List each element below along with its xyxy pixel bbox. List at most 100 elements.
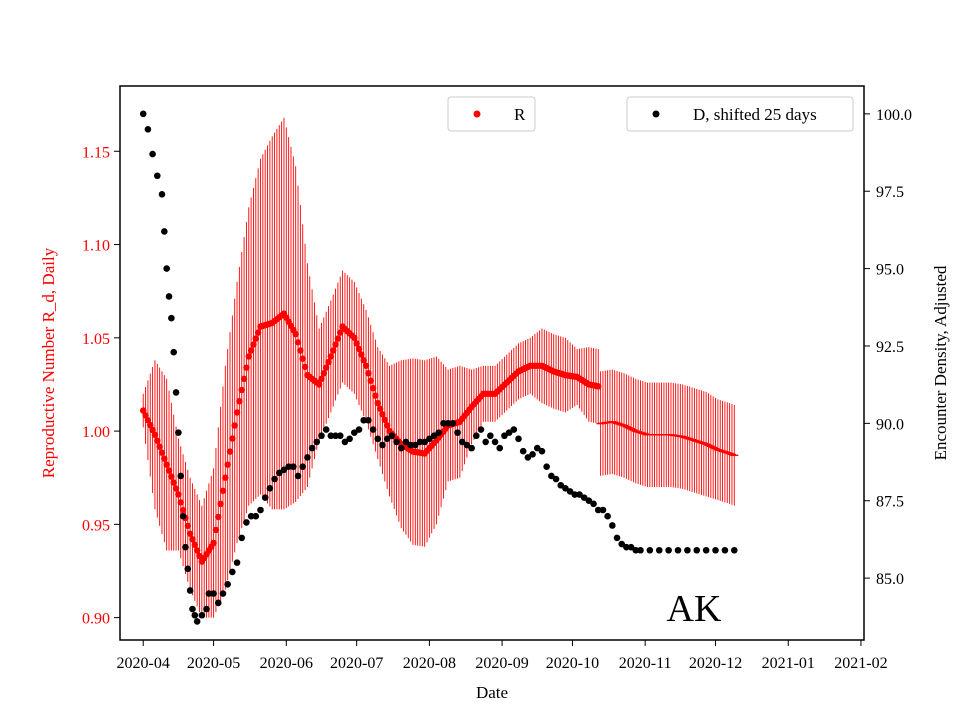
d-point: [233, 559, 241, 566]
d-point: [421, 438, 428, 446]
d-point: [594, 506, 602, 514]
r-point: [151, 431, 159, 439]
d-point: [205, 590, 213, 597]
r-point: [369, 384, 377, 392]
legend-d: D, shifted 25 days: [626, 96, 854, 132]
d-point: [665, 546, 672, 554]
r-point: [301, 363, 309, 371]
r-point: [322, 364, 330, 371]
d-point: [496, 444, 504, 452]
d-point: [637, 546, 644, 554]
r-point: [168, 473, 175, 480]
r-point: [318, 375, 325, 383]
r-point: [170, 479, 177, 486]
d-point: [219, 590, 227, 597]
r-point: [240, 375, 248, 383]
d-point: [346, 435, 353, 443]
x-tick-label: 2020-11: [619, 655, 672, 672]
d-point: [684, 546, 691, 554]
d-point: [393, 438, 400, 446]
r-point: [189, 536, 196, 543]
d-point: [383, 435, 391, 443]
d-point: [501, 432, 508, 440]
d-point: [252, 512, 260, 520]
left-tick-label: 1.00: [82, 424, 110, 441]
d-point: [168, 314, 175, 322]
r-point: [163, 461, 170, 468]
r-point: [154, 437, 161, 444]
left-tick-label: 1.15: [82, 144, 110, 161]
d-point: [458, 438, 466, 446]
d-point: [184, 565, 192, 573]
d-point: [435, 429, 443, 436]
right-y-axis-ticks: 85.0 87.5 90.0 92.5 95.0 97.5 100.0: [864, 107, 912, 588]
d-point: [618, 540, 626, 548]
r-point: [219, 487, 227, 494]
legend-r-marker: [473, 110, 481, 118]
d-point: [336, 432, 344, 440]
x-tick-label: 2020-09: [475, 655, 528, 672]
d-point: [491, 438, 499, 446]
r-point: [179, 506, 187, 514]
r-point: [365, 370, 372, 377]
d-point: [444, 420, 452, 427]
x-tick-label: 2020-08: [403, 655, 456, 672]
r-point: [229, 435, 236, 442]
d-point: [533, 444, 541, 452]
d-point: [566, 488, 574, 495]
d-point: [360, 416, 367, 424]
d-point: [322, 426, 330, 433]
d-point: [332, 432, 339, 440]
d-point: [144, 126, 152, 133]
r-point: [245, 353, 252, 360]
left-tick-label: 1.05: [82, 331, 110, 348]
d-point: [463, 441, 471, 449]
x-tick-label: 2021-01: [762, 655, 815, 672]
r-point: [243, 364, 250, 371]
left-tick-label: 0.90: [82, 611, 110, 628]
r-point: [337, 329, 344, 336]
d-point: [599, 506, 607, 514]
r-point: [191, 541, 199, 549]
r-point: [140, 407, 147, 414]
d-point: [327, 432, 335, 440]
d-point: [179, 512, 187, 520]
d-point: [407, 441, 414, 449]
d-point: [412, 441, 419, 449]
d-point: [580, 494, 588, 501]
d-point: [674, 546, 682, 554]
r-point: [142, 412, 149, 419]
d-point: [552, 475, 560, 483]
d-point: [524, 454, 532, 461]
d-point: [341, 438, 349, 446]
d-point: [604, 512, 611, 520]
d-point: [165, 293, 173, 300]
d-point: [482, 438, 489, 446]
d-point: [161, 228, 168, 235]
d-point: [627, 543, 635, 551]
d-point: [355, 426, 363, 433]
r-point: [297, 347, 304, 354]
right-y-axis-label: Encounter Density, Adjusted: [931, 265, 950, 460]
r-point: [367, 377, 374, 384]
d-point: [477, 426, 485, 433]
r-point: [595, 383, 602, 390]
d-point: [505, 429, 513, 436]
r-point: [252, 335, 260, 342]
r-point: [247, 347, 255, 354]
legend-d-label: D, shifted 25 days: [693, 105, 817, 124]
d-point: [510, 426, 518, 433]
d-point: [182, 543, 189, 551]
d-point: [590, 500, 597, 508]
r-point: [215, 513, 222, 521]
d-point: [585, 497, 593, 505]
r-point: [362, 362, 370, 369]
r-point: [184, 522, 191, 530]
r-point: [332, 341, 339, 348]
d-point: [170, 348, 178, 356]
d-point: [229, 568, 236, 576]
d-point: [203, 605, 210, 613]
r-point: [161, 455, 168, 462]
d-point: [379, 441, 386, 449]
